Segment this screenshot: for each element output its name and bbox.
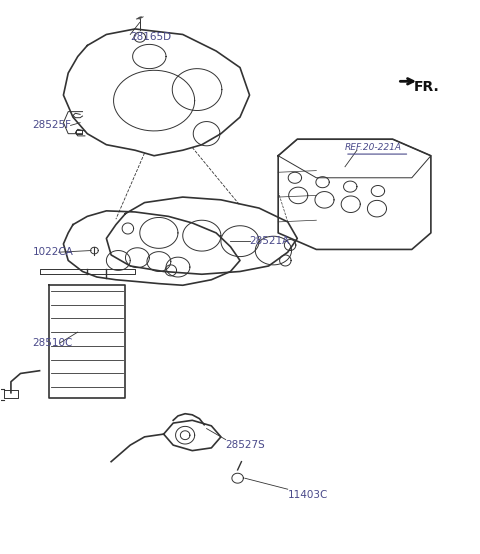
Text: FR.: FR. [414, 80, 440, 94]
Text: 28521A: 28521A [250, 236, 290, 246]
Text: 28165D: 28165D [130, 32, 171, 42]
Text: 28527S: 28527S [226, 440, 265, 450]
Text: 1022CA: 1022CA [33, 247, 73, 257]
Text: 28510C: 28510C [33, 338, 73, 348]
Text: 28525F: 28525F [33, 120, 72, 130]
Text: REF.20-221A: REF.20-221A [345, 143, 402, 152]
Text: 11403C: 11403C [288, 490, 328, 500]
